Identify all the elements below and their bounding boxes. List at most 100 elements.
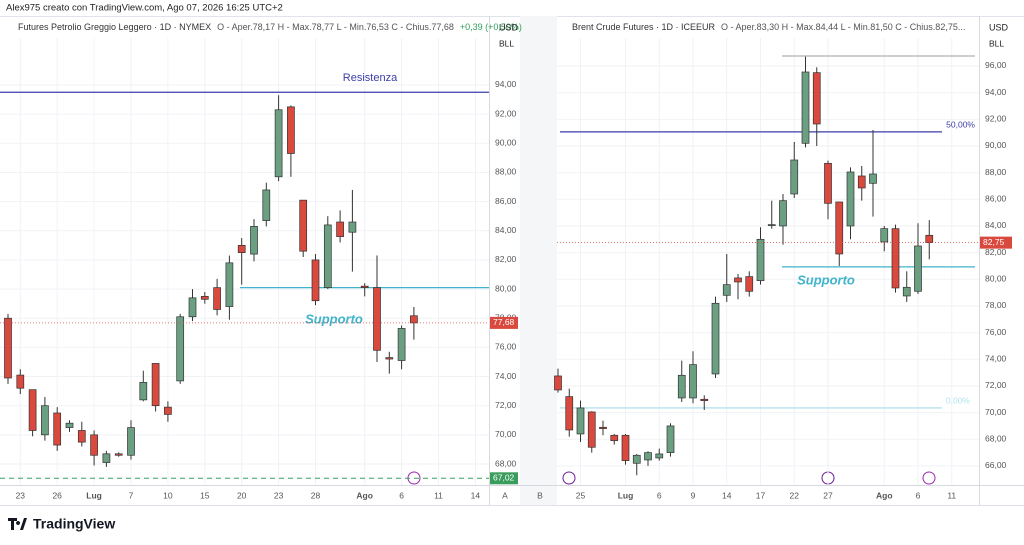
unit: BLL [989, 38, 1004, 48]
header-info: O - Aper.78,17 H - Max.78,77 L - Min.76,… [217, 22, 454, 32]
candle-body [151, 363, 160, 407]
candle-body [767, 224, 776, 226]
candle-body [323, 224, 332, 288]
line-label: Supporto [797, 272, 855, 287]
candle-body [925, 234, 934, 243]
candle-body [114, 453, 123, 456]
candle-body [812, 72, 821, 125]
candle-body [711, 302, 720, 375]
candle-body [756, 238, 765, 281]
y-tick-label: 92,00 [985, 114, 1007, 124]
chart: Brent Crude Futures · 1D · ICEEUR O - Ape… [554, 22, 1012, 500]
y-tick-label: 84,00 [985, 220, 1007, 230]
candle-body [188, 297, 197, 318]
candle-body [336, 221, 344, 237]
candle-body [835, 201, 844, 255]
candle-body [632, 454, 641, 464]
candle-body [666, 425, 675, 453]
currency: USD [499, 22, 519, 32]
candle-body [610, 434, 619, 441]
x-tick-label: 28 [311, 490, 321, 500]
candle-body [722, 284, 731, 296]
y-tick-label: 94,00 [495, 79, 517, 89]
candle-body [213, 287, 221, 310]
x-tick-label: 26 [52, 490, 62, 500]
axis-tag [490, 472, 518, 485]
price-tag-label: 82,75 [983, 237, 1005, 247]
y-tick-label: 72,00 [985, 380, 1007, 390]
candle-body [225, 262, 234, 307]
x-tick-label: 14 [471, 490, 481, 500]
price-tag-label: 77,68 [493, 317, 515, 327]
y-tick-label: 80,00 [985, 274, 1007, 284]
candle-body [554, 375, 562, 391]
y-tick-label: 90,00 [985, 140, 1007, 150]
candle-body [16, 374, 25, 389]
y-tick-label: 68,00 [495, 458, 517, 468]
candle-body [846, 171, 855, 227]
line-label: Resistenza [343, 72, 398, 84]
candle-body [902, 286, 911, 297]
candle-body [745, 276, 754, 292]
candle-body [644, 452, 652, 461]
candle-body [599, 426, 607, 429]
y-tick-label: 68,00 [985, 434, 1007, 444]
y-tick-label: 94,00 [985, 87, 1007, 97]
x-tick-label: 22 [790, 490, 800, 500]
candle-body [587, 411, 596, 448]
candle-body [102, 453, 111, 463]
price-tag [490, 316, 518, 329]
y-tick-label: 88,00 [495, 167, 517, 177]
x-tick-label: 6 [916, 490, 921, 500]
icon [562, 471, 576, 485]
y-tick-label: 80,00 [495, 283, 517, 293]
y-tick-label: 82,00 [985, 247, 1007, 257]
candle-body [262, 189, 271, 221]
x-tick-label: 27 [823, 490, 833, 500]
y-tick-label: 70,00 [495, 429, 517, 439]
y-tick-label: 84,00 [495, 225, 517, 235]
candle-body [348, 221, 357, 233]
line-label: 50,00% [946, 119, 975, 129]
candle-body [28, 389, 37, 431]
candle-body [621, 434, 630, 461]
candle-body [250, 226, 258, 255]
candle-body [299, 199, 308, 252]
candle-body [127, 427, 135, 456]
currency: USD [989, 22, 1009, 32]
x-tick-label: 23 [16, 490, 26, 500]
author: Alex975 creato con TradingView.com, Ago … [6, 3, 283, 14]
candle-body [176, 316, 185, 382]
line-label: 0,00% [946, 395, 971, 405]
y-tick-label: 72,00 [495, 400, 517, 410]
x-tick-label: 15 [200, 490, 210, 500]
x-tick-label: 10 [163, 490, 173, 500]
axis-border [489, 16, 490, 506]
x-tick-label: Ago [356, 490, 373, 500]
x-tick-label: 9 [691, 490, 696, 500]
y-tick-label: 66,00 [985, 460, 1007, 470]
x-tick-label: 23 [274, 490, 284, 500]
candle-body [677, 374, 686, 399]
y-tick-label: 86,00 [985, 194, 1007, 204]
candle-body [790, 159, 799, 195]
y-tick-label: 86,00 [495, 196, 517, 206]
candle-body [287, 106, 295, 154]
y-tick-label: 74,00 [985, 354, 1007, 364]
x-tick-label: 11 [434, 490, 443, 500]
x-tick-label: Ago [876, 490, 893, 500]
candle-body [880, 228, 889, 243]
y-tick-label: 70,00 [985, 407, 1007, 417]
candle-body [41, 405, 49, 436]
line-label: Supporto [305, 311, 363, 326]
x-tick-label: 6 [399, 490, 404, 500]
candle-body [824, 162, 832, 204]
time-axis-border [0, 485, 1024, 486]
candle-body [655, 453, 664, 459]
header-info: O - Aper.83,30 H - Max.84,44 L - Min.81,… [721, 22, 965, 32]
y-tick-label: 88,00 [985, 167, 1007, 177]
price-tag [980, 236, 1012, 249]
